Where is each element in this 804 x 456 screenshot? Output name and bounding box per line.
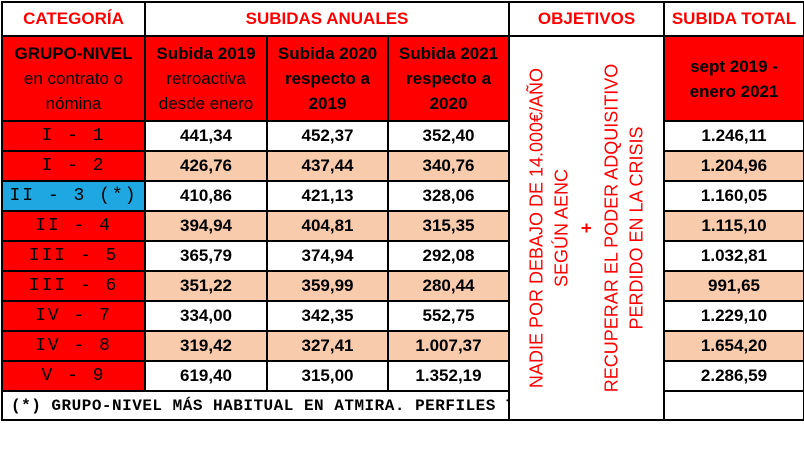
objetivos-line3: RECUPERAR EL PODER ADQUISITIVO (601, 63, 622, 393)
value-2021: 1.352,19 (386, 360, 511, 392)
category-cell: I - 1 (1, 120, 146, 152)
value-2021: 340,76 (386, 150, 511, 182)
subheader-2020-line3: 2019 (308, 94, 347, 113)
value-2021: 292,08 (386, 240, 511, 272)
category-cell-highlighted: II - 3 (*) (1, 180, 146, 212)
category-cell: III - 6 (1, 270, 146, 302)
value-2019: 334,00 (144, 300, 268, 332)
value-2021: 280,44 (386, 270, 511, 302)
table-row: III - 5 365,79 374,94 292,08 1.032,81 (1, 240, 804, 272)
objetivos-line1: NADIE POR DEBAJO DE 14.000€/AÑO (526, 67, 547, 389)
objetivos-text: NADIE POR DEBAJO DE 14.000€/AÑO SEGÚN AE… (524, 43, 649, 413)
table-row: II - 3 (*) 410,86 421,13 328,06 1.160,05 (1, 180, 804, 212)
footnote: (*) GRUPO-NIVEL MÁS HABITUAL EN ATMIRA. … (0, 390, 804, 421)
objetivos-line4: PERDIDO EN LA CRISIS (626, 126, 647, 330)
value-total: 2.286,59 (663, 360, 804, 392)
value-2021: 328,06 (386, 180, 511, 212)
value-2021: 352,40 (386, 120, 511, 152)
subheader-total-line1: sept 2019 - (690, 56, 778, 76)
subheader-2021-line1: Subida 2021 (398, 44, 499, 63)
value-2020: 359,99 (266, 270, 389, 302)
header-subida-total: SUBIDA TOTAL (663, 1, 804, 37)
table-row: IV - 7 334,00 342,35 552,75 1.229,10 (1, 300, 804, 332)
value-2020: 404,81 (266, 210, 389, 242)
subheader-2021-line2: respecto a (405, 69, 492, 88)
value-2020: 315,00 (266, 360, 389, 392)
value-2019: 319,42 (144, 330, 268, 362)
subheader-grupo-line1: GRUPO-NIVEL (14, 44, 133, 63)
value-total: 1.246,11 (663, 120, 804, 152)
category-cell: II - 4 (1, 210, 146, 242)
category-cell: IV - 7 (1, 300, 146, 332)
value-2019: 365,79 (144, 240, 268, 272)
value-total: 1.654,20 (663, 330, 804, 362)
value-total: 1.229,10 (663, 300, 804, 332)
subheader-2021-line3: 2020 (429, 94, 468, 113)
value-total: 1.032,81 (663, 240, 804, 272)
value-2020: 421,13 (266, 180, 389, 212)
table-row: I - 2 426,76 437,44 340,76 1.204,96 (1, 150, 804, 182)
subheader-2019-line1: Subida 2019 (156, 44, 256, 63)
value-2020: 437,44 (266, 150, 389, 182)
objetivos-cell: NADIE POR DEBAJO DE 14.000€/AÑO SEGÚN AE… (508, 35, 666, 421)
subheader-2019-line2: retroactiva (166, 69, 246, 88)
value-total: 991,65 (663, 270, 804, 302)
subheader-subida-2020: Subida 2020 respecto a 2019 (266, 35, 389, 122)
subheader-subida-total: sept 2019 - enero 2021 (663, 35, 804, 122)
value-total: 1.115,10 (663, 210, 804, 242)
subheader-2020-line2: respecto a (284, 69, 371, 88)
value-2019: 441,34 (144, 120, 268, 152)
value-2019: 410,86 (144, 180, 268, 212)
value-total: 1.160,05 (663, 180, 804, 212)
header-categoria: CATEGORÍA (1, 1, 146, 37)
subheader-2020-line1: Subida 2020 (277, 44, 378, 63)
subheader-grupo-nivel: GRUPO-NIVEL en contrato o nómina (1, 35, 146, 122)
category-cell: I - 2 (1, 150, 146, 182)
value-2020: 342,35 (266, 300, 389, 332)
table-row: V - 9 619,40 315,00 1.352,19 2.286,59 (1, 360, 804, 392)
value-total: 1.204,96 (663, 150, 804, 182)
category-cell: III - 5 (1, 240, 146, 272)
value-2020: 374,94 (266, 240, 389, 272)
salary-table: CATEGORÍA SUBIDAS ANUALES OBJETIVOS SUBI… (0, 1, 804, 421)
subheader-total-line2: enero 2021 (689, 81, 779, 101)
objetivos-line2: SEGÚN AENC (551, 168, 572, 288)
table-row: II - 4 394,94 404,81 315,35 1.115,10 (1, 210, 804, 242)
value-2019: 351,22 (144, 270, 268, 302)
value-2021: 1.007,37 (386, 330, 511, 362)
table-row: III - 6 351,22 359,99 280,44 991,65 (1, 270, 804, 302)
subheader-grupo-line3: nómina (45, 94, 102, 113)
value-2020: 327,41 (266, 330, 389, 362)
header-subidas-anuales: SUBIDAS ANUALES (143, 1, 511, 37)
value-2019: 619,40 (144, 360, 268, 392)
subheader-subida-2021: Subida 2021 respecto a 2020 (386, 35, 511, 122)
table-row: I - 1 441,34 452,37 352,40 1.246,11 (1, 120, 804, 152)
subheader-grupo-line2: en contrato o (23, 69, 124, 88)
objetivos-plus: + (576, 222, 597, 234)
subheader-subida-2019: Subida 2019 retroactiva desde enero (144, 35, 268, 122)
category-cell: IV - 8 (1, 330, 146, 362)
value-2021: 552,75 (386, 300, 511, 332)
category-cell: V - 9 (1, 360, 146, 392)
value-2019: 426,76 (144, 150, 268, 182)
value-2019: 394,94 (144, 210, 268, 242)
table-row: IV - 8 319,42 327,41 1.007,37 1.654,20 (1, 330, 804, 362)
subheader-2019-line3: desde enero (158, 94, 254, 113)
header-objetivos: OBJETIVOS (508, 1, 666, 37)
value-2020: 452,37 (266, 120, 389, 152)
value-2021: 315,35 (386, 210, 511, 242)
